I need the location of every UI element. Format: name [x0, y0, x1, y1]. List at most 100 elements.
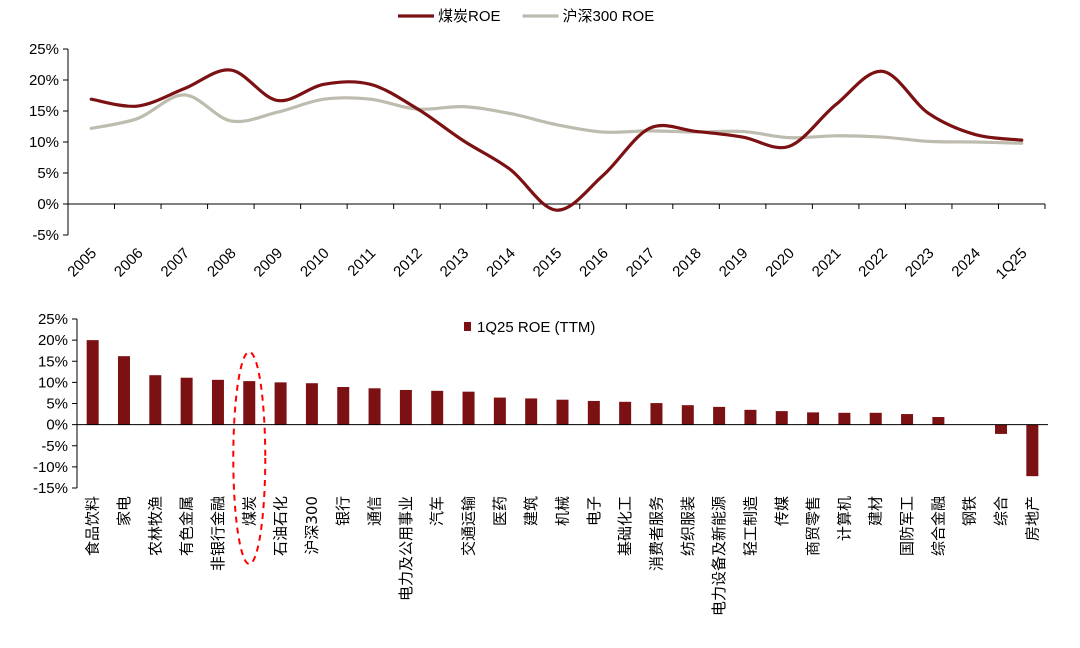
bar [1026, 424, 1039, 477]
x-tick-label: 2008 [204, 245, 240, 281]
y-tick-label: 10% [38, 374, 68, 391]
category-label: 家电 [115, 496, 133, 526]
legend: 煤炭ROE 沪深300 ROE [398, 8, 654, 25]
y-tick-label: 0% [37, 196, 59, 213]
x-tick-label: 2014 [483, 245, 519, 281]
y-tick-label: 15% [38, 353, 68, 370]
y-tick-label: -5% [32, 227, 59, 244]
y-tick-label: 5% [37, 165, 59, 182]
x-tick-label: 2006 [111, 245, 147, 281]
category-label: 机械 [554, 496, 572, 526]
category-label: 煤炭 [240, 496, 258, 526]
bar [462, 391, 475, 425]
category-label: 农林牧渔 [146, 496, 164, 556]
series-line [89, 93, 1024, 145]
x-tick-label: 2023 [902, 245, 938, 281]
bar [525, 398, 538, 425]
bar [211, 379, 224, 425]
legend: 1Q25 ROE (TTM) [464, 319, 595, 336]
y-tick-label: 10% [29, 134, 59, 151]
category-label: 消费者服务 [647, 496, 665, 571]
bar [869, 412, 882, 425]
bar [337, 387, 350, 425]
x-tick-label: 2007 [158, 245, 194, 281]
category-label: 有色金属 [178, 496, 196, 556]
bar [744, 409, 757, 425]
category-label: 建筑 [522, 496, 540, 526]
bar [180, 377, 193, 425]
category-label: 建材 [867, 496, 885, 526]
category-label: 传媒 [773, 496, 791, 526]
y-tick-label: -5% [41, 438, 68, 455]
x-tick-label: 2005 [64, 245, 100, 281]
y-tick-label: -15% [33, 480, 68, 497]
bar [619, 401, 632, 425]
line-chart: 25% 20% 15% 10% 5% 0% -5% 2005 2006 2007 2008 2009 2… [29, 8, 1046, 283]
bar [117, 356, 130, 425]
y-tick-label: 25% [29, 41, 59, 58]
bar [368, 388, 381, 425]
x-tick-label: 2019 [716, 245, 752, 281]
bar [995, 424, 1008, 434]
x-tick-label: 2015 [530, 245, 566, 281]
category-label: 食品饮料 [84, 496, 102, 556]
category-label: 汽车 [428, 496, 446, 526]
category-label: 通信 [366, 496, 384, 526]
bar [493, 397, 506, 425]
category-label: 银行 [334, 496, 352, 526]
category-label: 综合 [992, 496, 1010, 526]
x-tick-label: 2012 [390, 245, 426, 281]
y-tick-label: -10% [33, 459, 68, 476]
category-label: 商贸零售 [804, 496, 822, 556]
category-label: 轻工制造 [741, 496, 759, 556]
category-label: 沪深300 [303, 496, 321, 555]
bar [932, 417, 945, 425]
legend-label: 煤炭ROE [438, 8, 501, 25]
y-tick-label: 20% [29, 72, 59, 89]
y-tick-label: 20% [38, 332, 68, 349]
x-tick-label: 2013 [437, 245, 473, 281]
y-tick-label: 25% [38, 311, 68, 328]
bar [713, 406, 726, 425]
category-label: 国防军工 [898, 496, 916, 556]
category-label: 电力设备及新能源 [710, 496, 728, 616]
bar [305, 383, 318, 425]
x-tick-label: 2022 [855, 245, 891, 281]
bar [274, 382, 287, 425]
bar [431, 390, 444, 425]
bar-chart: 25% 20% 15% 10% 5% 0% -5% -10% -15% 食品饮料 家电 农林牧渔 有色金… [33, 311, 1048, 616]
y-tick-label: 0% [46, 417, 68, 434]
category-label: 电子 [585, 496, 603, 526]
legend-label: 沪深300 ROE [563, 8, 655, 25]
x-tick-label: 2010 [297, 245, 333, 281]
bar [901, 414, 914, 425]
highlight-ellipse [232, 351, 267, 565]
category-label: 石油石化 [272, 496, 290, 556]
category-label: 医药 [491, 496, 509, 526]
bar [399, 389, 412, 425]
category-label: 房地产 [1023, 496, 1041, 541]
bar [86, 340, 99, 425]
legend-label: 1Q25 ROE (TTM) [477, 319, 595, 336]
category-label: 钢铁 [961, 496, 979, 526]
category-label: 交通运输 [460, 496, 478, 556]
bar [807, 412, 820, 425]
bar [650, 403, 663, 425]
x-tick-label: 2024 [948, 245, 984, 281]
x-tick-label: 2011 [344, 245, 379, 280]
x-tick-label: 2020 [762, 245, 798, 281]
x-tick-label: 2018 [669, 245, 705, 281]
series-line [89, 68, 1024, 212]
category-label: 计算机 [835, 496, 853, 541]
x-tick-label: 1Q25 [993, 245, 1031, 283]
category-label: 非银行金融 [209, 496, 227, 571]
category-label: 电力及公用事业 [397, 496, 415, 601]
x-tick-label: 2009 [251, 245, 287, 281]
bar [587, 400, 600, 425]
x-tick-label: 2017 [623, 245, 659, 281]
category-label: 纺织服装 [679, 496, 697, 556]
category-label: 基础化工 [616, 496, 634, 556]
x-tick-label: 2021 [809, 245, 845, 281]
